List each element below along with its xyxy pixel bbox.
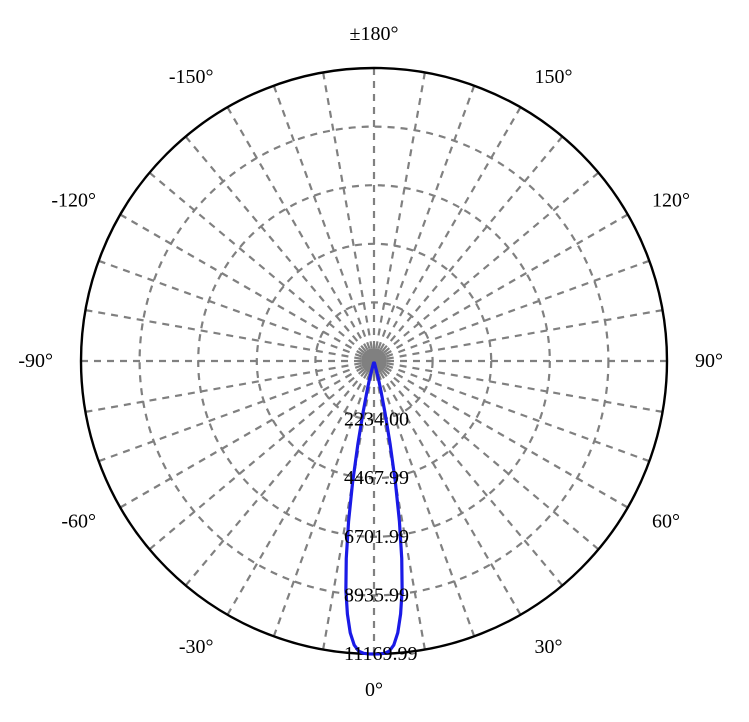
radial-label: 8935.99 [344,584,409,606]
angle-label: -60° [61,511,96,533]
angle-label: 120° [652,190,690,212]
angle-label: 150° [535,66,573,88]
angle-label: 60° [652,511,680,533]
center-dot [361,348,387,374]
angle-label: 90° [695,350,723,372]
angle-label: ±180° [350,23,399,45]
angle-label: 0° [365,679,383,701]
polar-chart: 2234.00 4467.99 6701.99 8935.99 11169.99 ±180… [0,0,749,722]
angle-label: -30° [179,636,214,658]
angle-label: 30° [535,636,563,658]
radial-label: 2234.00 [344,409,409,431]
angle-label: -150° [169,66,214,88]
angle-label: -120° [51,190,96,212]
angle-label: -90° [18,350,53,372]
radial-label: 11169.99 [344,643,418,665]
polar-svg: 2234.00 4467.99 6701.99 8935.99 11169.99 ±180… [0,0,749,722]
radial-label: 4467.99 [344,467,409,489]
radial-label: 6701.99 [344,526,409,548]
